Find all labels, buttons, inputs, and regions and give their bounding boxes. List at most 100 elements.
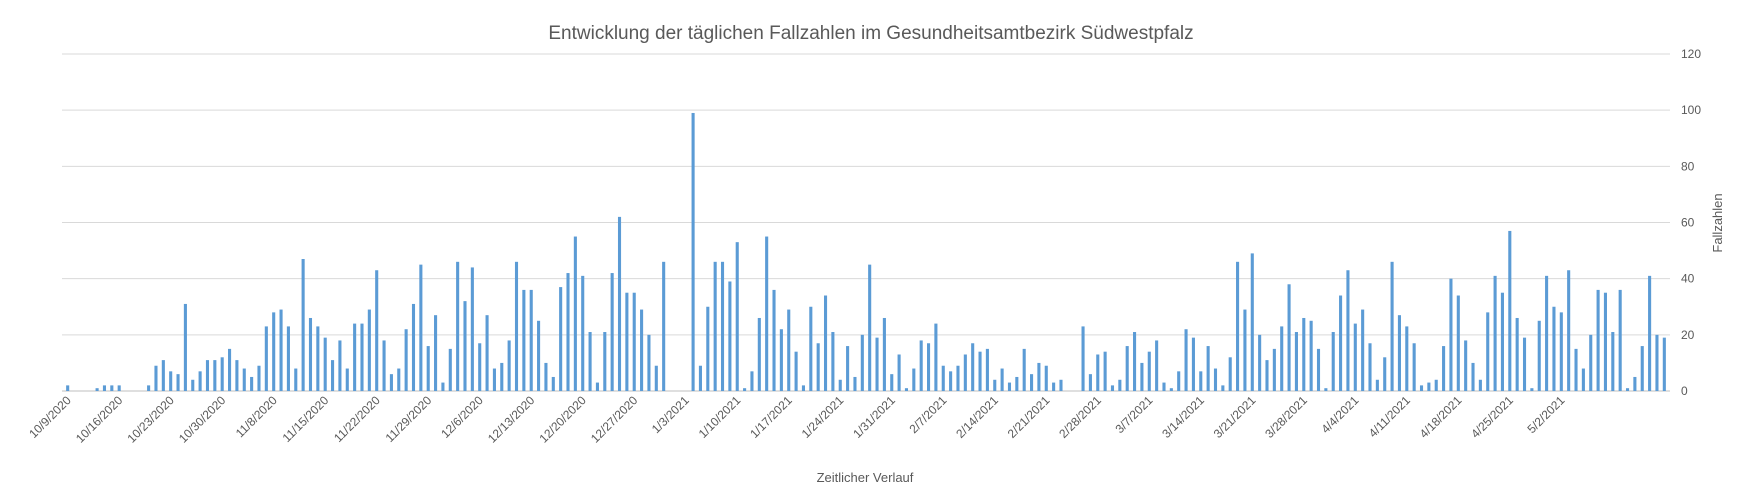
- bar: [1493, 275, 1497, 391]
- bar: [448, 348, 452, 392]
- bar: [772, 289, 776, 391]
- bar: [1081, 326, 1085, 391]
- bar: [1258, 334, 1262, 391]
- bar: [1478, 379, 1482, 391]
- bar: [169, 371, 173, 391]
- bar: [1118, 379, 1122, 391]
- bar: [1412, 343, 1416, 391]
- bar: [426, 346, 430, 391]
- x-tick-label: 11/22/2020: [331, 393, 383, 445]
- bar: [470, 267, 474, 391]
- bar: [308, 317, 313, 391]
- x-tick-label: 2/21/2021: [1005, 393, 1053, 441]
- bar: [1191, 337, 1195, 391]
- bar: [1147, 351, 1151, 391]
- bar: [691, 112, 695, 391]
- bar: [228, 348, 232, 392]
- bar: [573, 236, 577, 391]
- bar: [882, 317, 886, 391]
- bar: [1471, 362, 1475, 391]
- x-tick-label: 3/14/2021: [1159, 393, 1207, 441]
- x-tick-label: 4/4/2021: [1318, 393, 1361, 436]
- x-tick-label: 10/16/2020: [73, 393, 126, 446]
- bar: [860, 334, 864, 391]
- bar: [404, 329, 408, 391]
- bar: [434, 315, 438, 391]
- x-tick-label: 12/27/2020: [588, 393, 641, 446]
- bar: [757, 317, 761, 391]
- bar: [956, 365, 960, 391]
- bar: [1383, 357, 1387, 391]
- bar: [1030, 374, 1034, 391]
- y-tick-label: 100: [1681, 103, 1701, 117]
- bar: [1155, 340, 1159, 391]
- chart-title: Entwicklung der täglichen Fallzahlen im …: [548, 23, 1193, 44]
- bar: [1397, 315, 1401, 391]
- bar: [632, 292, 636, 391]
- bar: [1361, 309, 1365, 391]
- bar: [1625, 388, 1630, 391]
- bar: [463, 301, 467, 391]
- bar: [507, 340, 511, 391]
- bar: [1486, 312, 1490, 391]
- bar: [971, 343, 975, 391]
- bar: [1228, 357, 1232, 391]
- bar: [316, 326, 320, 391]
- bar: [301, 259, 305, 391]
- bar: [1633, 376, 1637, 391]
- bar: [1559, 312, 1563, 391]
- bar: [1405, 326, 1409, 391]
- bar: [890, 374, 894, 391]
- bar: [279, 309, 283, 391]
- bar: [868, 264, 872, 392]
- bar: [1206, 346, 1210, 391]
- bar: [654, 365, 658, 391]
- bar: [743, 388, 747, 391]
- bar: [382, 340, 386, 391]
- y-tick-label: 60: [1681, 216, 1695, 230]
- bar: [294, 368, 298, 391]
- x-tick-label: 1/3/2021: [649, 393, 692, 436]
- bar: [831, 332, 835, 391]
- bar: [706, 306, 710, 391]
- bar: [1648, 275, 1652, 391]
- bar: [779, 329, 783, 391]
- bar: [1316, 348, 1321, 392]
- bar: [220, 357, 224, 391]
- bar: [397, 368, 401, 391]
- bar: [1522, 337, 1527, 391]
- bar: [1199, 371, 1203, 391]
- bar: [662, 261, 666, 391]
- bar: [1250, 253, 1254, 391]
- bar: [1456, 295, 1460, 391]
- bar: [1640, 346, 1644, 391]
- bar: [544, 362, 548, 391]
- bar: [345, 368, 349, 391]
- bar: [603, 332, 607, 391]
- bar: [904, 388, 909, 391]
- bar: [1353, 323, 1357, 391]
- bar: [551, 376, 555, 391]
- bar: [1294, 332, 1298, 391]
- y-tick-label: 20: [1681, 328, 1695, 342]
- x-tick-label: 4/18/2021: [1417, 393, 1465, 441]
- bar: [1280, 326, 1284, 391]
- y-tick-label: 40: [1681, 272, 1695, 286]
- bar: [1515, 317, 1519, 391]
- bar: [1390, 261, 1394, 391]
- bar: [1184, 329, 1188, 391]
- bar: [1309, 320, 1313, 391]
- bar: [1265, 360, 1269, 391]
- bar: [846, 346, 850, 391]
- bar: [1052, 382, 1056, 391]
- bar: [1581, 368, 1585, 391]
- x-tick-label: 4/11/2021: [1366, 393, 1413, 440]
- bar: [1110, 385, 1115, 391]
- bar: [529, 289, 533, 391]
- bar: [963, 354, 967, 391]
- x-tick-label: 10/30/2020: [176, 393, 229, 446]
- bar: [272, 312, 276, 391]
- x-tick-label: 11/29/2020: [383, 393, 435, 445]
- bar: [154, 365, 158, 391]
- bar: [147, 385, 151, 391]
